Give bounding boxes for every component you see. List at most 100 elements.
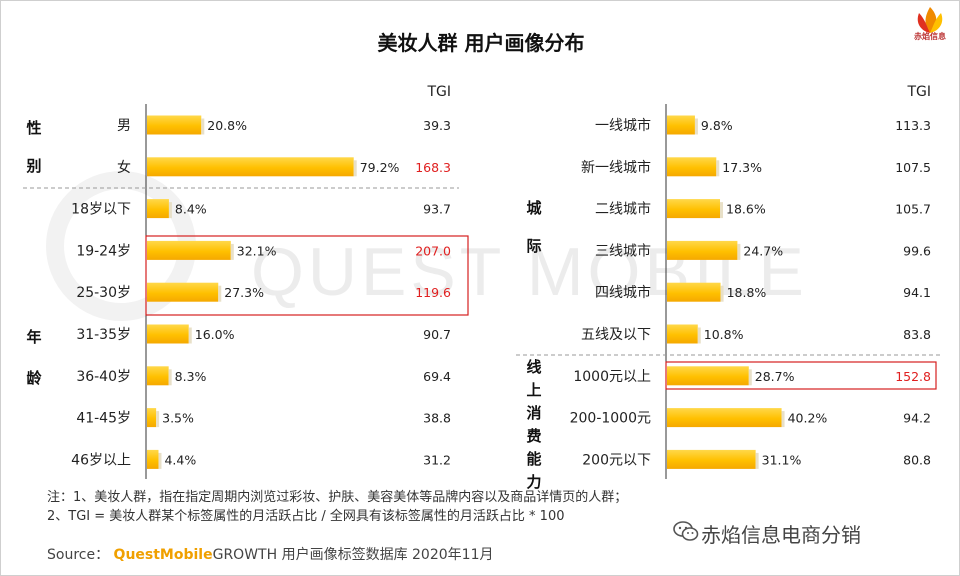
group-label-char: 上 bbox=[526, 381, 541, 399]
tgi-value: 94.2 bbox=[903, 411, 931, 426]
category-label: 二线城市 bbox=[595, 201, 651, 218]
bar bbox=[667, 240, 738, 260]
wechat-icon bbox=[673, 521, 699, 541]
logo-text: 赤焰信息 bbox=[914, 32, 946, 41]
bar-shadow bbox=[694, 118, 698, 135]
bar bbox=[147, 199, 169, 219]
highlight-box-age bbox=[145, 235, 469, 316]
tgi-value: 105.7 bbox=[895, 202, 931, 217]
group-label-char: 线 bbox=[526, 358, 541, 376]
category-label: 一线城市 bbox=[595, 117, 651, 134]
bar-shadow bbox=[230, 243, 234, 260]
tgi-value: 90.7 bbox=[423, 327, 451, 342]
tgi-value: 31.2 bbox=[423, 452, 451, 467]
value-label: 17.3% bbox=[722, 160, 762, 175]
tgi-value: 168.3 bbox=[415, 160, 451, 175]
bar bbox=[147, 449, 159, 469]
tgi-value: 39.3 bbox=[423, 118, 451, 133]
group-label-char: 城 bbox=[526, 199, 541, 217]
bar-shadow bbox=[158, 452, 162, 469]
bar bbox=[667, 157, 717, 177]
bar bbox=[147, 115, 202, 135]
group-label-char: 力 bbox=[526, 473, 541, 491]
source-rest: GROWTH 用户画像标签数据库 2020年11月 bbox=[212, 547, 494, 563]
category-label: 200元以下 bbox=[582, 452, 651, 468]
value-label: 3.5% bbox=[162, 411, 194, 426]
value-label: 10.8% bbox=[704, 327, 744, 342]
bar bbox=[667, 199, 721, 219]
tgi-value: 93.7 bbox=[423, 202, 451, 217]
bar-shadow bbox=[168, 202, 172, 219]
category-label: 1000元以上 bbox=[573, 369, 651, 385]
group-label-char: 际 bbox=[526, 237, 541, 255]
tgi-value: 113.3 bbox=[895, 118, 931, 133]
source-prefix: Source： bbox=[47, 547, 110, 563]
tgi-value: 69.4 bbox=[423, 369, 451, 384]
tgi-value: 152.8 bbox=[895, 369, 931, 384]
chart-title: 美妆人群 用户画像分布 bbox=[377, 31, 585, 55]
brand-text: 赤焰信息电商分销 bbox=[701, 523, 861, 547]
value-label: 9.8% bbox=[701, 118, 733, 133]
source-line: Source： QuestMobileGROWTH 用户画像标签数据库 2020… bbox=[47, 544, 493, 564]
bar bbox=[667, 115, 695, 135]
value-label: 79.2% bbox=[360, 160, 400, 175]
tgi-value: 94.1 bbox=[903, 285, 931, 300]
category-label: 46岁以上 bbox=[71, 452, 131, 468]
value-label: 16.0% bbox=[195, 327, 235, 342]
tgi-value: 38.8 bbox=[423, 411, 451, 426]
bar bbox=[667, 324, 698, 344]
tgi-value: 119.6 bbox=[415, 285, 451, 300]
category-label: 四线城市 bbox=[595, 284, 651, 301]
bar bbox=[667, 282, 721, 302]
value-label: 31.1% bbox=[762, 452, 802, 467]
footnote-2: 2、TGI = 美妆人群某个标签属性的月活跃占比 / 全网具有该标签属性的月活跃… bbox=[47, 509, 565, 524]
bar-shadow bbox=[737, 243, 741, 260]
group-label-char: 能 bbox=[526, 450, 541, 468]
value-label: 27.3% bbox=[224, 285, 264, 300]
category-label: 女 bbox=[117, 159, 131, 176]
highlight-box-consumption bbox=[665, 361, 937, 390]
bar-shadow bbox=[697, 327, 701, 344]
bar-shadow bbox=[353, 160, 357, 177]
bar-shadow bbox=[720, 202, 724, 219]
category-label: 200-1000元 bbox=[570, 411, 651, 427]
tgi-header-right: TGI bbox=[906, 84, 931, 100]
bar bbox=[147, 408, 157, 428]
bar-shadow bbox=[755, 452, 759, 469]
footnotes: 注：1、美妆人群，指在指定周期内浏览过彩妆、护肤、美容美体等品牌内容以及商品详情… bbox=[47, 488, 627, 526]
logo-icon bbox=[917, 7, 943, 33]
category-label: 新一线城市 bbox=[581, 159, 651, 176]
group-label-char: 别 bbox=[25, 157, 41, 175]
value-label: 4.4% bbox=[164, 452, 196, 467]
value-label: 20.8% bbox=[207, 118, 247, 133]
tgi-value: 80.8 bbox=[903, 452, 931, 467]
source-brand: QuestMobile bbox=[113, 547, 213, 563]
value-label: 8.4% bbox=[175, 202, 207, 217]
bar-shadow bbox=[748, 369, 752, 386]
category-label: 三线城市 bbox=[595, 242, 651, 259]
bar-shadow bbox=[720, 285, 724, 302]
category-label: 五线及以下 bbox=[581, 327, 651, 343]
bar-shadow bbox=[218, 285, 222, 302]
bar bbox=[147, 366, 169, 386]
group-label-char: 费 bbox=[526, 427, 541, 445]
category-label: 男 bbox=[117, 118, 131, 134]
bar-shadow bbox=[156, 411, 160, 428]
bar-shadow bbox=[168, 369, 172, 386]
tgi-header-left: TGI bbox=[426, 84, 451, 100]
value-label: 28.7% bbox=[755, 369, 795, 384]
bar bbox=[667, 449, 756, 469]
value-label: 40.2% bbox=[788, 411, 828, 426]
footnote-1: 注：1、美妆人群，指在指定周期内浏览过彩妆、护肤、美容美体等品牌内容以及商品详情… bbox=[47, 490, 628, 505]
bar bbox=[667, 366, 749, 386]
value-label: 32.1% bbox=[237, 243, 277, 258]
bar-shadow bbox=[188, 327, 192, 344]
bar bbox=[147, 240, 231, 260]
group-label-char: 性 bbox=[26, 119, 41, 137]
group-label-char: 年 bbox=[26, 328, 41, 346]
category-label: 25-30岁 bbox=[76, 285, 131, 301]
tgi-value: 83.8 bbox=[903, 327, 931, 342]
value-label: 24.7% bbox=[743, 243, 783, 258]
